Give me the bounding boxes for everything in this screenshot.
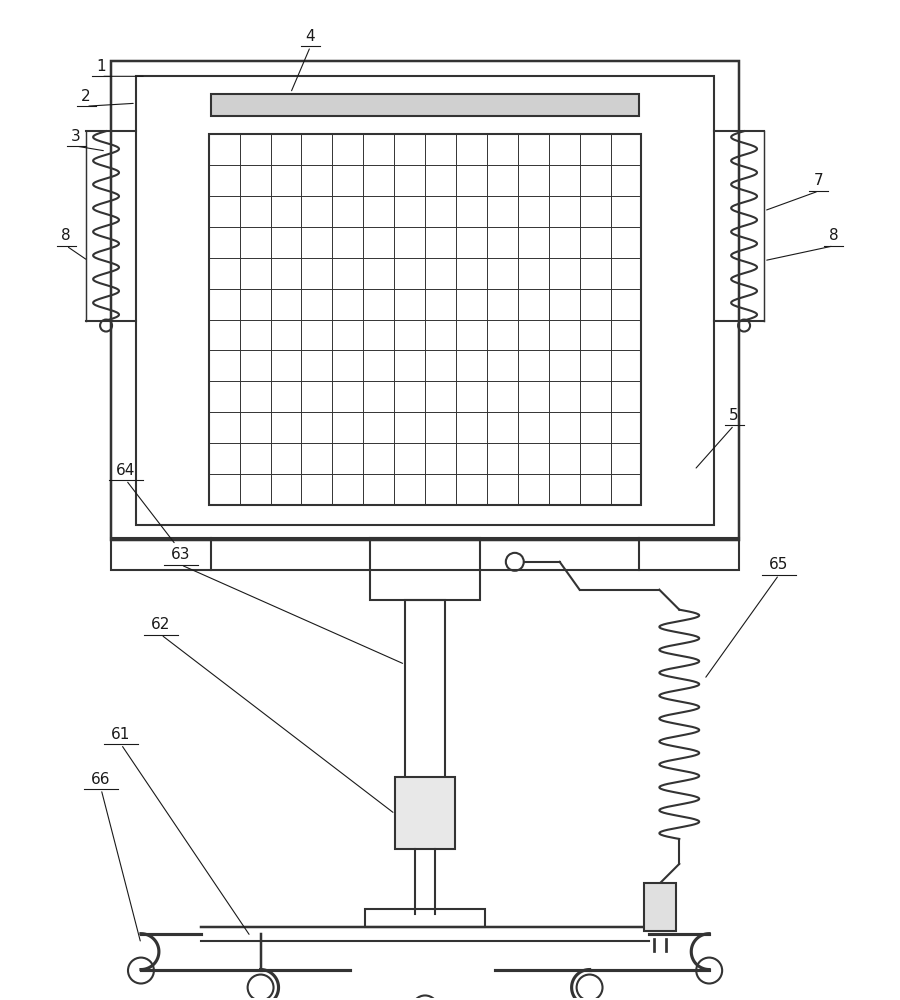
Text: 4: 4 [306, 29, 315, 44]
Bar [370, 538, 480, 600]
Text: 5: 5 [729, 408, 739, 423]
Text: 2: 2 [81, 89, 91, 104]
Text: 61: 61 [112, 727, 130, 742]
Text: 1: 1 [96, 59, 106, 74]
Bar [111, 61, 739, 540]
Bar [639, 538, 739, 570]
Text: 62: 62 [151, 617, 171, 632]
Bar [405, 600, 445, 779]
Bar [365, 909, 485, 927]
Text: 63: 63 [171, 547, 191, 562]
Text: 8: 8 [61, 228, 71, 243]
Text: 7: 7 [814, 173, 824, 188]
Bar [395, 777, 455, 849]
Text: 3: 3 [71, 129, 81, 144]
Text: 64: 64 [116, 463, 136, 478]
Text: 8: 8 [829, 228, 839, 243]
Text: 66: 66 [91, 772, 111, 787]
Bar [644, 883, 676, 931]
Bar [211, 94, 639, 116]
Text: 65: 65 [770, 557, 788, 572]
Bar [136, 76, 715, 525]
Bar [111, 538, 211, 570]
Bar [209, 134, 642, 505]
